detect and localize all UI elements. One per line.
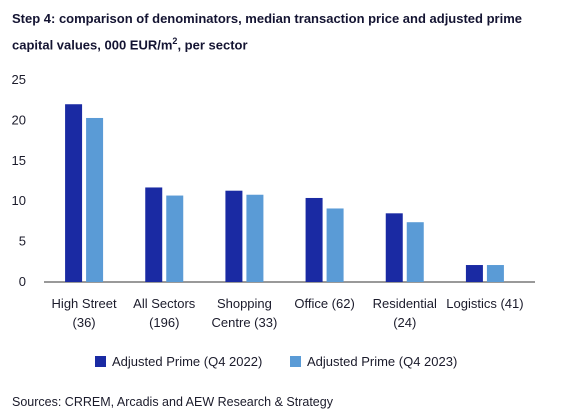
bar-q4-2023 [406, 222, 424, 282]
bar-q4-2022 [225, 190, 243, 282]
chart-title: Step 4: comparison of denominators, medi… [12, 8, 552, 56]
bar-q4-2022 [305, 197, 323, 282]
legend-swatch [95, 356, 106, 367]
bar-q4-2023 [326, 208, 344, 282]
y-tick-label: 0 [19, 274, 26, 289]
chart-title-line-2: capital values, 000 EUR/m2, per sector [12, 30, 552, 56]
bar-q4-2023 [166, 195, 184, 282]
category-label: Office (62) [294, 296, 354, 311]
category-label: (196) [149, 315, 179, 330]
bar-q4-2022 [145, 187, 163, 282]
chart-title-line-2-text: capital values, 000 EUR/m [12, 37, 173, 53]
legend-label: Adjusted Prime (Q4 2023) [307, 354, 457, 369]
bar-q4-2023 [86, 117, 104, 282]
y-tick-label: 10 [12, 193, 26, 208]
category-label: Logistics (41) [446, 296, 523, 311]
y-tick-label: 20 [12, 112, 26, 127]
chart-title-line-1: Step 4: comparison of denominators, medi… [12, 11, 522, 26]
chart-title-line-2-suffix: , per sector [177, 37, 248, 53]
category-label: High Street [52, 296, 117, 311]
y-tick-label: 5 [19, 234, 26, 249]
category-label: (36) [73, 315, 96, 330]
bar-q4-2022 [65, 104, 83, 283]
bar-q4-2022 [385, 213, 403, 282]
legend-swatch [290, 356, 301, 367]
chart-title-superscript: 2 [172, 36, 178, 46]
legend-label: Adjusted Prime (Q4 2022) [112, 354, 262, 369]
bar-q4-2022 [465, 265, 483, 282]
bar-q4-2023 [486, 265, 504, 282]
category-label: (24) [393, 315, 416, 330]
source-note: Sources: CRREM, Arcadis and AEW Research… [12, 395, 333, 409]
category-label: Residential [373, 296, 437, 311]
y-tick-label: 25 [12, 72, 26, 87]
bar-chart: 0 5 10 15 20 25 High Street (36) All Sectors (196… [12, 72, 535, 369]
y-tick-label: 15 [12, 153, 26, 168]
category-label: Shopping [217, 296, 272, 311]
category-label: Centre (33) [212, 315, 278, 330]
bar-q4-2023 [246, 194, 264, 282]
category-label: All Sectors [133, 296, 196, 311]
